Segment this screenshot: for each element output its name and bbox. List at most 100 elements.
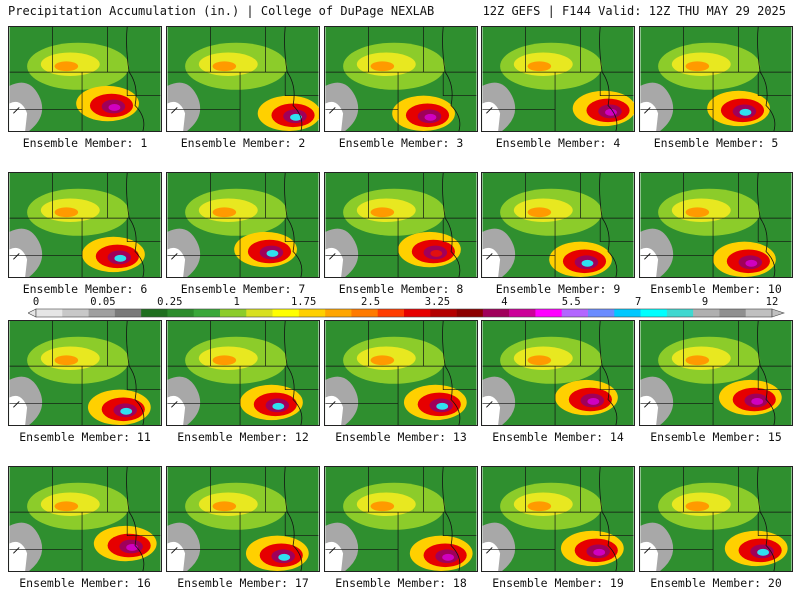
scale-swatch [509, 309, 536, 317]
scale-swatch [272, 309, 300, 317]
ensemble-member-panel: Ensemble Member: 19 [481, 466, 635, 594]
scale-swatch [167, 309, 195, 317]
member-label: Ensemble Member: 5 [653, 136, 779, 150]
scale-tick-label: 3.25 [424, 296, 451, 308]
scale-swatch [719, 309, 747, 317]
precip-map-image [8, 320, 162, 426]
scale-swatch [298, 309, 326, 317]
member-label: Ensemble Member: 10 [650, 282, 782, 296]
precip-map-image [166, 320, 320, 426]
scale-swatch [430, 309, 457, 317]
precip-map-image [324, 26, 478, 132]
member-label: Ensemble Member: 15 [650, 430, 782, 444]
scale-swatch [693, 309, 720, 317]
scale-tick-label: 1 [233, 296, 240, 308]
member-label: Ensemble Member: 3 [338, 136, 464, 150]
precip-map-image [324, 320, 478, 426]
precip-map-image [481, 320, 635, 426]
member-label: Ensemble Member: 17 [177, 576, 309, 590]
scale-swatch [246, 309, 273, 317]
ensemble-member-panel: Ensemble Member: 5 [639, 26, 793, 154]
scale-swatch [377, 309, 405, 317]
scale-swatch [193, 309, 221, 317]
member-label: Ensemble Member: 18 [335, 576, 467, 590]
scale-swatch [325, 309, 352, 317]
member-label: Ensemble Member: 7 [180, 282, 306, 296]
scale-tick-label: 1.75 [290, 296, 317, 308]
precip-map-image [639, 26, 793, 132]
member-label: Ensemble Member: 20 [650, 576, 782, 590]
member-label: Ensemble Member: 13 [335, 430, 467, 444]
ensemble-member-panel: Ensemble Member: 3 [324, 26, 478, 154]
precip-map-image [8, 26, 162, 132]
ensemble-member-panel: Ensemble Member: 10 [639, 172, 793, 300]
member-label: Ensemble Member: 1 [22, 136, 148, 150]
member-label: Ensemble Member: 11 [19, 430, 151, 444]
member-label: Ensemble Member: 19 [492, 576, 624, 590]
scale-tick-label: 0.05 [90, 296, 116, 308]
ensemble-member-panel: Ensemble Member: 6 [8, 172, 162, 300]
member-label: Ensemble Member: 4 [495, 136, 621, 150]
precip-color-scale: 0 0.05 0.25 1 1.75 2.5 3.25 4 5.5 7 9 12 [28, 296, 788, 320]
ensemble-member-panel: Ensemble Member: 18 [324, 466, 478, 594]
ensemble-member-panel: Ensemble Member: 2 [166, 26, 320, 154]
scale-swatch [88, 309, 116, 317]
ensemble-member-panel: Ensemble Member: 12 [166, 320, 320, 448]
scale-swatch [561, 309, 589, 317]
scale-tick-label: 7 [635, 296, 642, 308]
scale-swatch [351, 309, 379, 317]
scale-tick-label: 0.25 [157, 296, 183, 308]
scale-swatch [614, 309, 641, 317]
scale-right-arrow [771, 308, 785, 318]
precip-map-image [639, 466, 793, 572]
ensemble-member-panel: Ensemble Member: 8 [324, 172, 478, 300]
precip-map-image [166, 26, 320, 132]
scale-swatch [62, 309, 89, 317]
scale-swatch [404, 309, 431, 317]
member-label: Ensemble Member: 8 [338, 282, 464, 296]
member-label: Ensemble Member: 9 [495, 282, 621, 296]
model-valid-time: 12Z GEFS | F144 Valid: 12Z THU MAY 29 20… [482, 4, 786, 18]
scale-swatch [588, 309, 615, 317]
ensemble-member-panel: Ensemble Member: 17 [166, 466, 320, 594]
precip-map-image [639, 320, 793, 426]
precip-map-image [8, 466, 162, 572]
member-label: Ensemble Member: 6 [22, 282, 148, 296]
scale-tick-label: 2.5 [361, 296, 381, 308]
precip-map-image [324, 172, 478, 278]
scale-swatch [36, 309, 63, 317]
precip-map-image [8, 172, 162, 278]
member-label: Ensemble Member: 16 [19, 576, 151, 590]
ensemble-member-panel: Ensemble Member: 15 [639, 320, 793, 448]
scale-swatch [456, 309, 484, 317]
scale-swatch [114, 309, 142, 317]
member-label: Ensemble Member: 2 [180, 136, 306, 150]
scale-left-arrow [28, 308, 37, 318]
scale-swatch [745, 309, 773, 317]
ensemble-member-panel: Ensemble Member: 9 [481, 172, 635, 300]
ensemble-member-panel: Ensemble Member: 1 [8, 26, 162, 154]
ensemble-member-panel: Ensemble Member: 7 [166, 172, 320, 300]
precip-map-image [481, 172, 635, 278]
scale-tick-label: 12 [765, 296, 779, 308]
precip-map-image [481, 26, 635, 132]
precip-map-image [166, 466, 320, 572]
member-label: Ensemble Member: 12 [177, 430, 309, 444]
precip-map-image [166, 172, 320, 278]
ensemble-member-panel: Ensemble Member: 13 [324, 320, 478, 448]
scale-swatch [141, 309, 168, 317]
member-label: Ensemble Member: 14 [492, 430, 624, 444]
precip-map-image [481, 466, 635, 572]
scale-tick-label: 0 [32, 296, 40, 308]
map-title: Precipitation Accumulation (in.) | Colle… [8, 4, 435, 18]
ensemble-member-panel: Ensemble Member: 20 [639, 466, 793, 594]
scale-swatch [220, 309, 247, 317]
ensemble-member-panel: Ensemble Member: 11 [8, 320, 162, 448]
precip-map-image [324, 466, 478, 572]
precip-map-image [639, 172, 793, 278]
scale-swatch [640, 309, 668, 317]
scale-swatch [666, 309, 694, 317]
ensemble-member-panel: Ensemble Member: 4 [481, 26, 635, 154]
scale-bar [28, 308, 785, 318]
ensemble-member-panel: Ensemble Member: 16 [8, 466, 162, 594]
